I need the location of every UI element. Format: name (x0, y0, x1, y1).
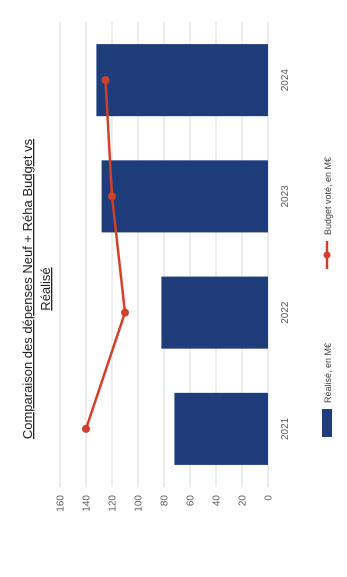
y-tick-label: 20 (238, 495, 249, 507)
bar-2022 (161, 276, 268, 349)
budget-line (84, 80, 127, 430)
bar-2021 (174, 392, 268, 465)
chart-title-line-2: Réalisé (38, 267, 53, 310)
x-category-label: 2024 (280, 69, 291, 92)
budget-point-2021 (82, 424, 90, 433)
legend-label-bars: Réalisé, en M€ (323, 343, 333, 403)
y-tick-label: 60 (186, 495, 197, 507)
chart-title-line-1: Comparaison des dépenses Neuf + Réha Bud… (20, 138, 35, 439)
chart-title: Comparaison des dépenses Neuf + Réha Bud… (20, 138, 53, 439)
budget-point-2022 (121, 308, 129, 317)
legend: Réalisé, en M€ Budget voté, en M€ (322, 157, 333, 437)
budget-point-2024 (101, 76, 110, 85)
legend-swatch-marker (323, 251, 331, 259)
y-tick-label: 80 (160, 495, 171, 507)
bar-2023 (101, 160, 268, 233)
line-series (82, 76, 129, 433)
bar-2024 (96, 44, 269, 117)
x-category-label: 2022 (280, 301, 291, 324)
x-axis-categories: 2021 2022 2023 2024 (280, 69, 291, 440)
bar-series (96, 44, 269, 465)
y-tick-label: 0 (264, 495, 275, 501)
y-tick-label: 40 (212, 495, 223, 507)
x-category-label: 2021 (280, 417, 291, 440)
x-category-label: 2023 (280, 185, 291, 208)
y-axis-ticks: 0 20 40 60 80 100 120 140 160 (56, 495, 275, 512)
legend-label-line: Budget voté, en M€ (323, 157, 333, 235)
legend-swatch-bars (322, 409, 332, 437)
y-tick-label: 160 (56, 495, 67, 512)
y-tick-label: 100 (134, 495, 145, 512)
chart-rotated-group: 0 20 40 60 80 100 120 140 160 2021 2022 2023 2024 C… (20, 22, 333, 512)
y-tick-label: 140 (82, 495, 93, 512)
budget-point-2023 (108, 192, 116, 201)
y-tick-label: 120 (108, 495, 119, 512)
